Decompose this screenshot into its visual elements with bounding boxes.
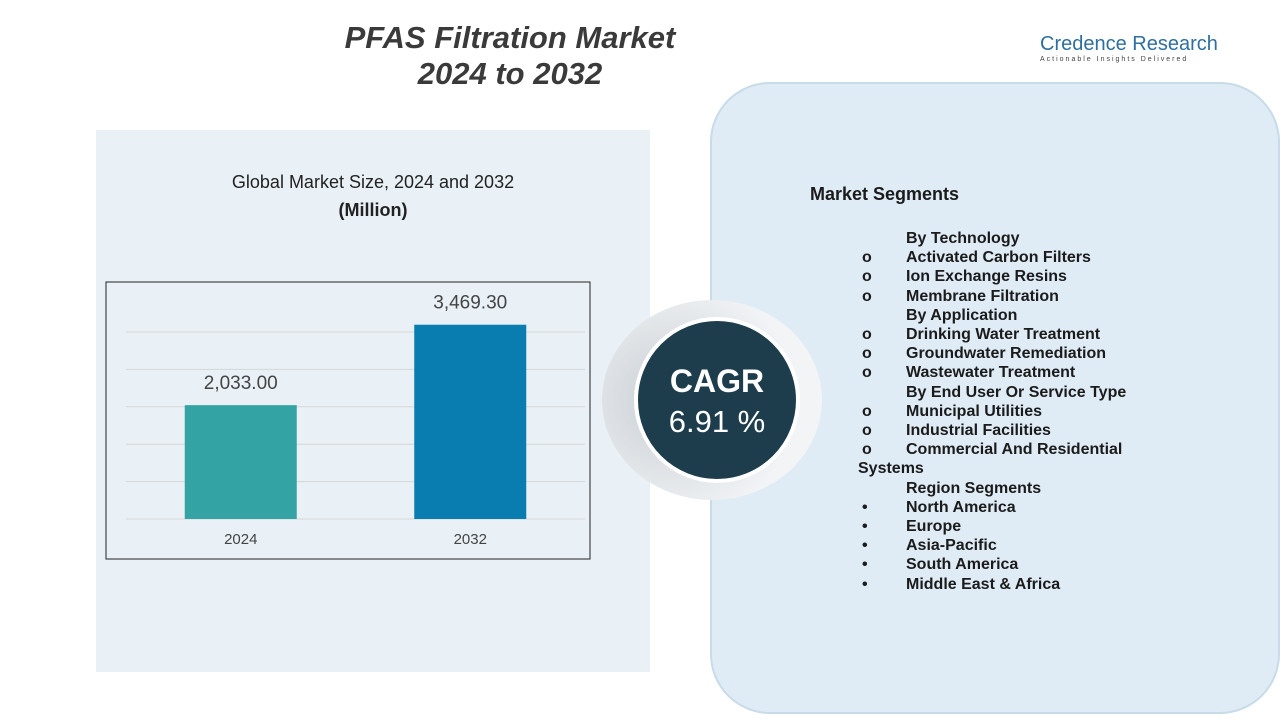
- item-text: Commercial And Residential Systems: [858, 441, 1123, 478]
- segment-item: o Municipal Utilities: [858, 402, 1138, 421]
- item-text: Ion Exchange Resins: [906, 268, 1067, 286]
- segment-item: o Commercial And Residential Systems: [858, 440, 1138, 478]
- segment-item: o Drinking Water Treatment: [858, 325, 1138, 344]
- segment-item: o Membrane Filtration: [858, 287, 1138, 306]
- chart-frame: [105, 281, 591, 560]
- segment-item: o Industrial Facilities: [858, 421, 1138, 440]
- data-label: 3,469.30: [433, 293, 507, 314]
- segment-item: • South America: [858, 555, 1138, 574]
- item-text: Middle East & Africa: [906, 575, 1061, 593]
- group-title: By End User Or Service Type: [906, 383, 1127, 401]
- background-panel: [96, 130, 650, 672]
- chart-heading: Global Market Size, 2024 and 2032 (Milli…: [96, 168, 650, 224]
- segment-item: o Groundwater Remediation: [858, 344, 1138, 363]
- bullet: •: [862, 575, 868, 593]
- logo-name: Credence Research: [1040, 33, 1218, 55]
- segment-item: o Wastewater Treatment: [858, 363, 1138, 382]
- segment-item: • Europe: [858, 517, 1138, 536]
- segment-item: • North America: [858, 498, 1138, 517]
- data-label: 2,033.00: [204, 373, 278, 394]
- x-tick-label: 2024: [224, 531, 257, 548]
- title: PFAS Filtration Market 2024 to 2032: [300, 20, 720, 92]
- bullet: o: [862, 268, 872, 286]
- bullet: o: [862, 422, 872, 440]
- bullet: •: [862, 518, 868, 536]
- bullet: •: [862, 556, 868, 574]
- item-text: Industrial Facilities: [906, 422, 1051, 440]
- cagr-badge: CAGR 6.91 %: [634, 317, 800, 483]
- item-text: Membrane Filtration: [906, 287, 1059, 305]
- segment-item: • Middle East & Africa: [858, 575, 1138, 594]
- title-line: 2024 to 2032: [417, 56, 603, 91]
- logo: Credence Research Actionable Insights De…: [1040, 32, 1218, 63]
- bullet: o: [862, 326, 872, 344]
- segment-item: o Ion Exchange Resins: [858, 267, 1138, 286]
- cagr-value: 6.91 %: [668, 404, 766, 439]
- cagr-label: CAGR: [669, 363, 765, 399]
- bullet: •: [862, 498, 868, 516]
- segments-heading: Market Segments: [810, 184, 960, 204]
- bullet: •: [862, 537, 868, 555]
- item-text: Activated Carbon Filters: [906, 249, 1091, 267]
- chart-unit: (Million): [338, 200, 408, 220]
- item-text: Groundwater Remediation: [906, 345, 1107, 363]
- segments: Market Segments By Technology o Activated …: [810, 184, 1250, 594]
- item-text: Wastewater Treatment: [906, 364, 1076, 382]
- segment-item: • Asia-Pacific: [858, 536, 1138, 555]
- bullet: o: [862, 287, 872, 305]
- item-text: South America: [906, 556, 1019, 574]
- bullet: o: [862, 345, 872, 363]
- bullet: o: [862, 249, 872, 267]
- segment-item: o Activated Carbon Filters: [858, 248, 1138, 267]
- group-title: Region Segments: [906, 479, 1042, 497]
- item-text: Europe: [906, 518, 962, 536]
- x-tick-label: 2032: [454, 531, 487, 548]
- item-text: North America: [906, 498, 1016, 516]
- bar: [184, 405, 297, 519]
- bar: [414, 324, 527, 519]
- bullet: o: [862, 441, 872, 459]
- logo-tagline: Actionable Insights Delivered: [1040, 56, 1189, 63]
- item-text: Drinking Water Treatment: [906, 326, 1101, 344]
- title-line: PFAS Filtration Market: [344, 20, 676, 55]
- bullet: o: [862, 402, 872, 420]
- group-title: By Technology: [906, 230, 1020, 247]
- group-title: By Application: [906, 306, 1018, 324]
- bullet: o: [862, 364, 872, 382]
- item-text: Asia-Pacific: [906, 537, 997, 555]
- chart-title: Global Market Size, 2024 and 2032: [231, 172, 515, 192]
- item-text: Municipal Utilities: [906, 402, 1043, 420]
